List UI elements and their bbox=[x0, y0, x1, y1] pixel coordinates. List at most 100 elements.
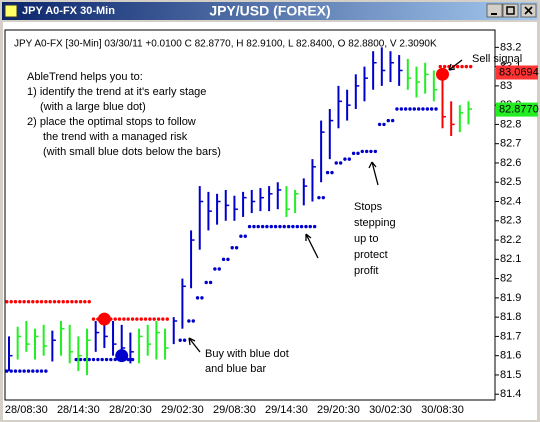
stop-dot bbox=[44, 300, 48, 304]
stop-dot bbox=[343, 157, 347, 161]
stop-dot bbox=[213, 267, 217, 271]
stop-dot bbox=[31, 300, 35, 304]
y-tick-label: 81.7 bbox=[500, 330, 521, 342]
stop-dot bbox=[364, 149, 369, 154]
y-tick-label: 82 bbox=[500, 273, 512, 285]
stop-dot bbox=[130, 317, 135, 321]
stop-dot bbox=[260, 224, 265, 229]
stop-dot bbox=[87, 300, 91, 304]
title-bar bbox=[2, 2, 538, 20]
annotation-line: the trend with a managed risk bbox=[43, 131, 188, 143]
price-tag bbox=[496, 65, 538, 80]
stop-dot bbox=[78, 357, 83, 362]
stop-dot bbox=[369, 149, 373, 154]
stop-dot bbox=[187, 319, 191, 323]
stop-dot bbox=[152, 317, 156, 321]
stop-dot bbox=[18, 300, 22, 304]
x-tick-label: 29/14:30 bbox=[265, 404, 308, 416]
arrow bbox=[188, 337, 201, 353]
plot-frame bbox=[4, 29, 496, 401]
stop-dot bbox=[83, 357, 87, 362]
stop-dot bbox=[295, 224, 300, 229]
stop-dot bbox=[412, 107, 416, 111]
stop-dot bbox=[416, 107, 421, 111]
stop-dot bbox=[13, 369, 18, 373]
signal-dot bbox=[115, 349, 129, 363]
stop-dot bbox=[399, 107, 404, 111]
stop-dot bbox=[325, 170, 330, 175]
y-tick-label: 81.6 bbox=[500, 350, 521, 362]
stop-dot bbox=[113, 317, 117, 321]
stop-dot bbox=[351, 151, 356, 156]
window-buttons[interactable] bbox=[486, 3, 537, 18]
stop-dot bbox=[70, 300, 74, 304]
stop-dot bbox=[31, 369, 35, 373]
stop-dot bbox=[65, 300, 70, 304]
stop-dot bbox=[334, 161, 338, 165]
stop-dot bbox=[182, 338, 187, 342]
stop-dot bbox=[91, 317, 96, 321]
stop-dot bbox=[421, 107, 425, 111]
arrow bbox=[305, 233, 319, 259]
stop-dot bbox=[434, 107, 438, 111]
plot: 81.4 81.5 81.6 81.7 81.8 81.9 82 82.1 82.2 82.3 82… bbox=[5, 41, 539, 416]
price-tag-label: 83.0694 bbox=[499, 66, 539, 78]
stop-dot bbox=[382, 122, 386, 127]
stop-dot bbox=[226, 257, 230, 262]
stop-dot bbox=[321, 195, 326, 200]
stop-dot bbox=[35, 369, 39, 373]
y-tick-label: 82.5 bbox=[500, 176, 521, 188]
annotation-line: stepping bbox=[354, 217, 396, 229]
stop-dot bbox=[165, 317, 169, 321]
stop-dot bbox=[87, 357, 91, 362]
stop-dot bbox=[395, 107, 399, 111]
stop-dot bbox=[74, 300, 78, 304]
annotation-line: protect bbox=[354, 249, 388, 261]
x-tick-label: 28/14:30 bbox=[57, 404, 100, 416]
stop-dot bbox=[104, 357, 109, 362]
maximize-button[interactable] bbox=[502, 3, 519, 18]
arrow bbox=[368, 161, 379, 186]
x-tick-label: 30/08:30 bbox=[421, 404, 464, 416]
chart-title: JPY/USD (FOREX) bbox=[209, 3, 330, 19]
annotation-line: up to bbox=[354, 233, 378, 245]
stop-dot bbox=[273, 224, 278, 229]
stop-dot bbox=[256, 224, 260, 229]
stop-dot bbox=[403, 107, 408, 111]
stop-dot bbox=[109, 357, 113, 362]
stop-dot bbox=[52, 300, 57, 304]
y-tick-label: 81.4 bbox=[500, 388, 521, 400]
annotation-line: AbleTrend helps you to: bbox=[27, 71, 143, 83]
stop-dot bbox=[286, 224, 291, 229]
stop-dot bbox=[57, 300, 61, 304]
info-line: JPY A0-FX [30-Min] 03/30/11 +0.0100 C 82… bbox=[14, 39, 437, 50]
annotations: AbleTrend helps you to: 1) identify the t… bbox=[27, 53, 522, 375]
stop-dot bbox=[230, 246, 234, 250]
x-tick-label: 28/20:30 bbox=[109, 404, 152, 416]
stop-dot bbox=[360, 149, 364, 154]
stop-dot bbox=[148, 317, 152, 321]
stop-dot bbox=[44, 369, 48, 373]
stop-dot bbox=[455, 64, 460, 69]
stop-dot bbox=[408, 107, 412, 111]
stop-dot bbox=[126, 317, 130, 321]
x-tick-label: 29/08:30 bbox=[213, 404, 256, 416]
stop-dot bbox=[265, 224, 269, 229]
stop-dot bbox=[282, 224, 286, 229]
annotation-line: profit bbox=[354, 265, 378, 277]
stop-dot bbox=[373, 149, 378, 154]
y-tick-label: 82.1 bbox=[500, 253, 521, 265]
stop-dot bbox=[312, 224, 317, 229]
stop-dot bbox=[429, 107, 434, 111]
arrow bbox=[448, 59, 463, 71]
stop-dot bbox=[291, 224, 295, 229]
stop-dot bbox=[377, 122, 382, 127]
price-tag-label: 82.8770 bbox=[499, 103, 539, 115]
stop-dot bbox=[78, 300, 83, 304]
stop-dot bbox=[22, 300, 26, 304]
annotation-sell: Sell signal bbox=[472, 53, 522, 65]
stop-dot bbox=[204, 280, 208, 285]
stop-dot bbox=[443, 64, 447, 69]
stop-dot bbox=[308, 224, 312, 229]
minimize-button[interactable] bbox=[486, 3, 503, 18]
